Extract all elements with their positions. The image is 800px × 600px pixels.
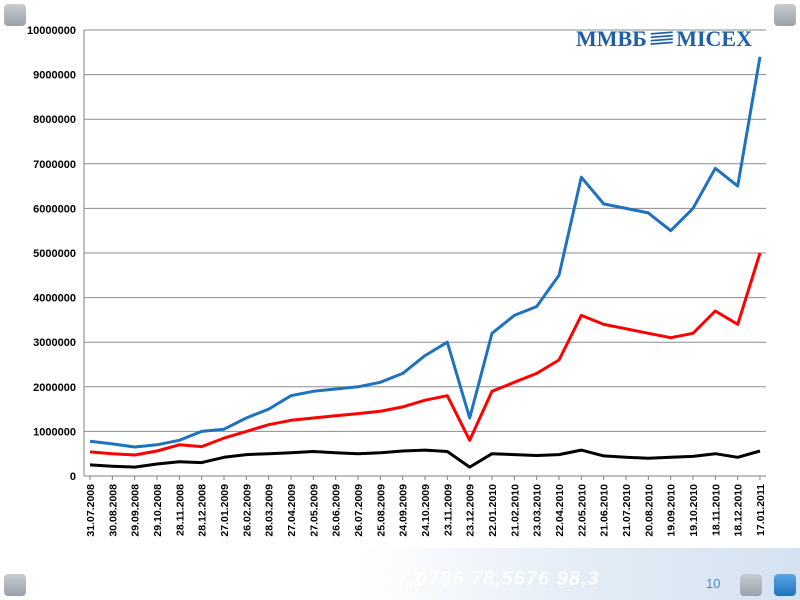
x-tick-label: 21.07.2010: [621, 484, 633, 537]
x-tick-label: 22.05.2010: [576, 484, 588, 537]
x-tick-label: 22.04.2010: [554, 484, 566, 537]
x-tick-label: 29.10.2008: [152, 484, 164, 537]
x-tick-label: 26.07.2009: [353, 484, 365, 537]
x-tick-label: 20.08.2010: [643, 484, 655, 537]
corner-square-bottom-right: [774, 574, 796, 596]
x-tick-labels: 31.07.2008 30.08.2008 29.09.2008 29.10.2008…: [85, 484, 767, 537]
x-tick-label: 21.06.2010: [599, 484, 611, 537]
x-tick-label: 29.09.2008: [130, 484, 142, 537]
x-tick-label: 30.08.2008: [107, 484, 119, 537]
x-tick-label: 19.10.2010: [688, 484, 700, 537]
x-tick-label: 27.04.2009: [286, 484, 298, 537]
corner-square-top-left: [4, 4, 26, 26]
corner-square-bottom-gray: [740, 574, 762, 596]
y-tick-label: 1000000: [33, 426, 76, 438]
x-tick-label: 21.02.2010: [509, 484, 521, 537]
y-tick-label: 10000000: [27, 25, 76, 37]
x-tick-label: 28.12.2008: [197, 484, 209, 537]
x-tick-label: 31.07.2008: [85, 484, 97, 537]
x-tick-label: 22.01.2010: [487, 484, 499, 537]
x-tick-label: 18.11.2010: [710, 484, 722, 536]
y-tick-labels: 0 1000000 2000000 3000000 4000000 5000000 6000…: [27, 25, 76, 483]
series-line-2: [89, 448, 761, 469]
series-lines: [89, 56, 762, 469]
y-tick-label: 7000000: [33, 159, 76, 171]
footer-band: [0, 548, 800, 600]
x-tick-label: 26.06.2009: [331, 484, 343, 537]
y-tick-label: 6000000: [33, 203, 76, 215]
y-tick-label: 3000000: [33, 337, 76, 349]
x-tick-label: 27.01.2009: [219, 484, 231, 537]
x-tick-label: 17.01.2011: [755, 484, 767, 536]
y-tick-label: 0: [70, 471, 76, 483]
y-tick-label: 9000000: [33, 70, 76, 82]
y-tick-label: 5000000: [33, 248, 76, 260]
x-tick-label: 28.11.2008: [174, 484, 186, 536]
y-tick-label: 4000000: [33, 293, 76, 305]
y-tick-label: 2000000: [33, 382, 76, 394]
x-tick-label: 19.09.2010: [666, 484, 678, 537]
series-line-0: [89, 56, 762, 449]
x-tick-label: 24.10.2009: [420, 484, 432, 537]
x-tick-label: 23.03.2010: [532, 484, 544, 537]
x-tick-label: 26.02.2009: [241, 484, 253, 537]
corner-square-top-right: [774, 4, 796, 26]
footer-numbers-watermark: 27,0786 78,5676 98,3: [385, 568, 600, 590]
x-tick-label: 24.09.2009: [398, 484, 410, 537]
x-tick-label: 23.11.2009: [442, 484, 454, 536]
y-tick-label: 8000000: [33, 114, 76, 126]
corner-square-bottom-left: [4, 574, 26, 596]
x-tick-label: 27.05.2009: [308, 484, 320, 537]
x-tick-label: 28.03.2009: [264, 484, 276, 537]
x-tick-label: 23.12.2009: [465, 484, 477, 537]
series-line-1: [89, 252, 762, 457]
x-tick-label: 18.12.2010: [733, 484, 745, 537]
x-tick-label: 25.08.2009: [375, 484, 387, 537]
page-number: 10: [706, 576, 721, 591]
logo-stripes-icon: [650, 31, 673, 45]
grid-lines: [84, 29, 766, 477]
axes: [83, 30, 766, 480]
